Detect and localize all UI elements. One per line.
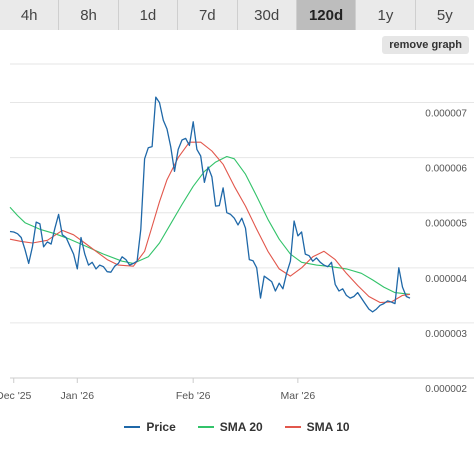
series-line-price: [9, 96, 411, 313]
price-chart: 0.000002 0.000003 0.000004 0.000005 0.000006…: [0, 63, 474, 402]
range-tab-1d[interactable]: 1d: [118, 0, 179, 30]
legend-swatch: [197, 426, 214, 428]
range-tab-1y[interactable]: 1y: [356, 0, 416, 30]
y-tick-label: 0.000006: [425, 164, 467, 175]
legend-item-price[interactable]: Price: [124, 420, 176, 434]
range-tabs: 4h 8h 1d 7d 30d 120d 1y 5y: [0, 0, 474, 30]
legend-swatch: [124, 426, 141, 428]
y-tick-label: 0.000005: [425, 219, 467, 230]
y-tick-label: 0.000007: [425, 109, 467, 120]
x-tick-label: Mar '26: [281, 390, 316, 402]
range-tab-5y[interactable]: 5y: [415, 0, 474, 30]
y-tick-label: 0.000003: [425, 329, 467, 340]
legend-swatch: [284, 426, 301, 428]
range-tab-120d[interactable]: 120d: [296, 0, 357, 30]
legend-label: SMA 20: [219, 420, 263, 434]
y-tick-label: 0.000004: [425, 274, 467, 285]
legend-label: Price: [146, 420, 176, 434]
legend-item-sma10[interactable]: SMA 10: [284, 420, 350, 434]
series-line-sma20: [9, 155, 411, 295]
x-tick-label: Feb '26: [176, 390, 211, 402]
series-line-sma10: [9, 141, 411, 304]
legend-label: SMA 10: [306, 420, 350, 434]
range-tab-7d[interactable]: 7d: [178, 0, 238, 30]
chart-legend: Price SMA 20 SMA 10: [0, 420, 474, 434]
remove-graph-button[interactable]: remove graph: [382, 36, 469, 54]
range-tab-4h[interactable]: 4h: [0, 0, 60, 30]
y-tick-label: 0.000002: [425, 384, 467, 395]
range-tab-30d[interactable]: 30d: [237, 0, 297, 30]
x-tick-label: Dec '25: [0, 390, 32, 402]
legend-item-sma20[interactable]: SMA 20: [197, 420, 263, 434]
range-tab-8h[interactable]: 8h: [59, 0, 119, 30]
x-tick-label: Jan '26: [61, 390, 95, 402]
